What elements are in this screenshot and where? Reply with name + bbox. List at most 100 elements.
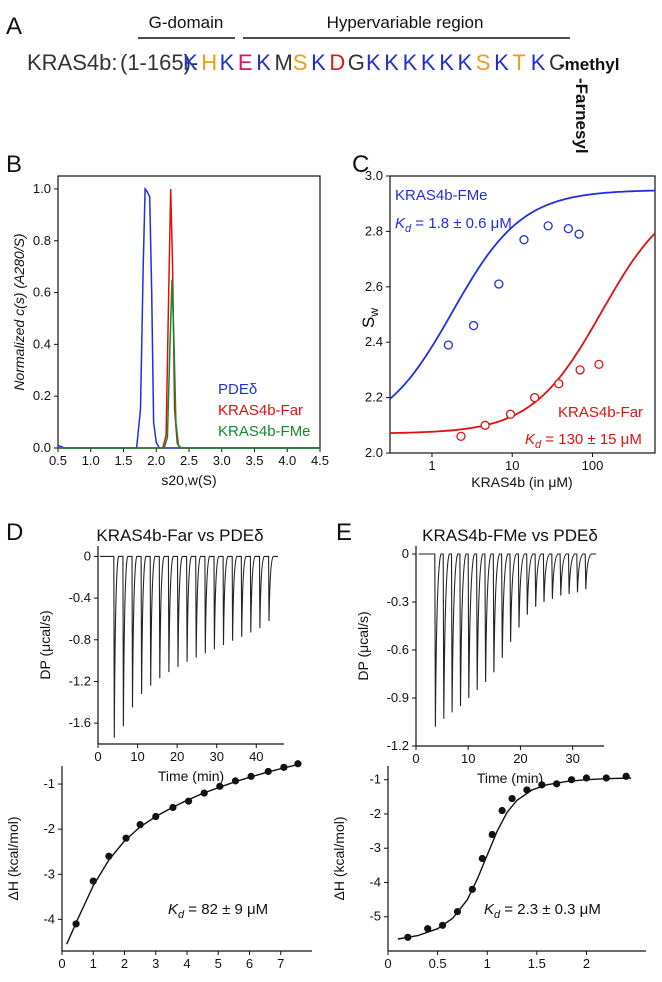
panel-e2-data-point: [424, 925, 432, 933]
panel-d2-x-tick-label: 0: [58, 956, 65, 971]
panel-e-x-tick-label: 0: [412, 751, 419, 766]
residue-2: H: [201, 50, 217, 75]
panel-e-thermogram: [418, 553, 597, 727]
panel-c-data-point: [554, 379, 564, 389]
panel-b-y-tick-label: 0.4: [33, 336, 51, 351]
panel-c-fit-curve: [389, 189, 655, 400]
residue-11: K: [366, 50, 381, 75]
panel-b-legend-entry: KRAS4b-Far: [218, 402, 303, 419]
panel-c-y-tick-label: 2.4: [365, 334, 383, 349]
panel-c-data-point: [574, 229, 584, 239]
panel-e2-data-point: [602, 774, 610, 782]
panel-e2-data-point: [553, 780, 561, 788]
residue-17: S: [476, 50, 491, 75]
panel-c-data-point: [505, 409, 516, 419]
panel-c-data-point: [563, 223, 574, 234]
panel-c-y-tick-label: 3.0: [365, 168, 383, 183]
residue-6: M: [275, 50, 293, 75]
panel-d2-data-point: [105, 852, 113, 860]
panel-d2-x-tick-label: 5: [215, 956, 222, 971]
residue-5: K: [256, 50, 271, 75]
panel-e-y-tick-label: -0.6: [387, 642, 409, 657]
panel-c-letter: C: [352, 151, 369, 178]
residue-4: E: [238, 50, 253, 75]
panel-c-data-point: [468, 320, 479, 331]
residue-16: K: [458, 50, 473, 75]
panel-e2-data-point: [508, 794, 516, 803]
panel-e2-x-tick-label: 0.5: [429, 956, 447, 971]
panel-a-letter: A: [6, 13, 22, 40]
panel-e-title: KRAS4b-FMe vs PDEδ: [422, 526, 598, 545]
panel-c-ylabel: Sw: [359, 308, 381, 328]
panel-b-x-tick-label: 1.5: [114, 453, 132, 468]
panel-b-series-line: [58, 279, 320, 449]
panel-d2-fit-curve: [66, 763, 300, 945]
panel-d2-x-tick-label: 2: [121, 956, 128, 971]
panel-c-y-tick-label: 2.0: [365, 445, 383, 460]
panel-e2-data-point: [453, 908, 462, 916]
panel-b-x-tick-label: 0.5: [49, 453, 67, 468]
panel-b-xlabel: s20,w(S): [161, 472, 216, 488]
panel-c-y-tick-label: 2.6: [365, 279, 383, 294]
residue-15: K: [439, 50, 454, 75]
panel-e2-x-tick-label: 1.5: [528, 956, 546, 971]
panel-d-x-tick-label: 30: [209, 749, 223, 764]
panel-d2-data-point: [216, 782, 224, 790]
panel-b-x-tick-label: 4.5: [311, 453, 329, 468]
panel-e2-ylabel: ΔH (kcal/mol): [331, 816, 347, 900]
panel-e2-y-tick-label: -2: [369, 806, 381, 821]
panel-e2-data-point: [622, 772, 630, 780]
panel-d2-data-point: [200, 789, 208, 797]
residue-10: G: [348, 50, 365, 75]
panel-d-x-tick-label: 20: [170, 749, 184, 764]
panel-d-y-tick-label: -1.2: [69, 673, 91, 688]
panel-e-xlabel: Time (min): [477, 770, 543, 786]
panel-c-data-point: [443, 340, 454, 350]
panel-d-y-tick-label: -1.6: [69, 715, 91, 730]
panel-c-data-point: [456, 431, 466, 442]
panel-d2-data-point: [184, 797, 193, 805]
panel-d2-data-point: [152, 812, 160, 821]
panel-e2-x-tick-label: 2: [583, 956, 590, 971]
panel-b-y-tick-label: 1.0: [33, 181, 51, 196]
panel-d2-x-tick-label: 6: [246, 956, 253, 971]
panel-c-data-point: [480, 420, 490, 430]
panel-e2-y-tick-label: -3: [369, 840, 381, 855]
residue-13: K: [403, 50, 418, 75]
panel-b-legend-entry: PDEδ: [218, 381, 257, 398]
panel-d2-data-point: [89, 877, 97, 885]
panel-d-title: KRAS4b-Far vs PDEδ: [96, 526, 263, 545]
panel-d2-x-tick-label: 4: [183, 956, 190, 971]
panel-e2-data-point: [438, 921, 447, 929]
panel-d2-data-point: [294, 760, 302, 768]
panel-e2-data-point: [582, 774, 591, 782]
panel-c-data-point: [519, 235, 529, 245]
panel-d-x-tick-label: 40: [249, 749, 263, 764]
panel-e-x-tick-label: 30: [565, 751, 579, 766]
panel-e-x-tick-label: 10: [461, 751, 475, 766]
panel-d2-data-point: [169, 803, 177, 812]
panel-b-x-tick-label: 3.0: [213, 453, 231, 468]
panel-b-letter: B: [6, 151, 22, 178]
panel-d2-kd: Kd = 82 ± 9 μM: [168, 901, 268, 921]
panel-d-y-tick-label: -0.8: [69, 632, 91, 647]
panel-d-letter: D: [6, 519, 23, 546]
panel-e2-data-point: [468, 885, 476, 893]
panel-e-y-tick-label: -0.3: [387, 594, 409, 609]
panel-d2-data-point: [136, 821, 144, 829]
panel-b-legend-entry: KRAS4b-FMe: [218, 423, 311, 440]
panel-d-x-tick-label: 0: [94, 749, 101, 764]
panel-e2-data-point: [488, 830, 496, 839]
panel-c-data-point: [575, 365, 585, 375]
panel-c-fme-kd: Kd = 1.8 ± 0.6 μM: [395, 215, 512, 235]
residue-14: K: [421, 50, 436, 75]
panel-b-y-tick-label: 0.0: [33, 440, 51, 455]
panel-d2-x-tick-label: 1: [90, 956, 97, 971]
panel-d-xlabel: Time (min): [158, 768, 224, 784]
panel-c-fme-label: KRAS4b-FMe: [395, 187, 488, 204]
panel-b-x-tick-label: 1.0: [82, 453, 100, 468]
panel-e2-data-point: [478, 854, 486, 863]
panel-b-x-tick-label: 2.5: [180, 453, 198, 468]
panel-c-y-tick-label: 2.8: [365, 223, 383, 238]
